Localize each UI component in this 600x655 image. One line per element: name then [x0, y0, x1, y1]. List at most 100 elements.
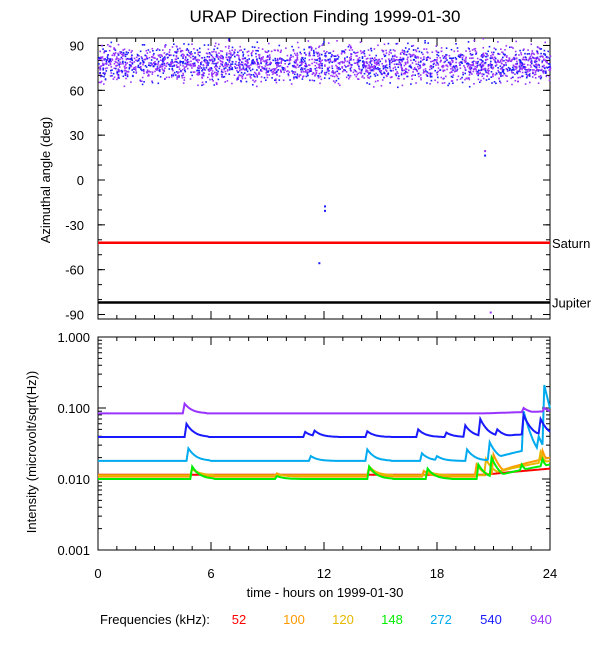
azimuth-point	[527, 64, 529, 66]
azimuth-point	[134, 66, 137, 68]
azimuth-point	[429, 65, 432, 67]
azimuth-point	[233, 51, 236, 54]
azimuth-point	[296, 41, 299, 44]
azimuth-point	[410, 67, 413, 69]
azimuth-point	[391, 58, 393, 60]
azimuth-point	[487, 69, 489, 71]
azimuth-point	[415, 49, 417, 51]
azimuth-point	[265, 51, 267, 53]
azimuth-point	[379, 60, 381, 63]
azimuth-x-ticks	[97, 38, 551, 319]
azimuth-point	[444, 60, 447, 63]
azimuth-point	[526, 71, 529, 73]
azimuth-point	[440, 50, 443, 53]
azimuth-point	[133, 66, 136, 69]
azimuth-point	[196, 66, 199, 69]
azimuth-point	[230, 52, 232, 54]
azimuth-point	[240, 74, 242, 77]
azimuth-point	[278, 79, 281, 81]
azimuth-point	[152, 65, 155, 68]
azimuth-point	[364, 55, 366, 57]
azimuth-point	[125, 58, 128, 60]
azimuth-point	[436, 59, 438, 61]
azimuth-point	[166, 62, 169, 64]
azimuth-point	[373, 64, 376, 67]
azimuth-outlier-point	[484, 150, 487, 153]
azimuth-point	[310, 69, 312, 71]
azimuth-point	[181, 53, 183, 56]
azimuth-point	[215, 71, 218, 74]
azimuth-point	[115, 61, 117, 63]
azimuth-point	[469, 68, 472, 71]
azimuth-point	[451, 76, 454, 78]
azimuth-point	[457, 50, 459, 52]
azimuth-point	[403, 78, 405, 80]
azimuth-point	[400, 66, 403, 68]
azimuth-point	[399, 56, 402, 59]
azimuth-point	[181, 74, 183, 77]
azimuth-point	[475, 61, 477, 63]
azimuth-point	[473, 39, 475, 42]
azimuth-point	[125, 77, 127, 80]
azimuth-point	[312, 49, 315, 52]
azimuth-point	[269, 57, 271, 59]
azimuth-point	[254, 79, 257, 82]
azimuth-point	[216, 62, 218, 65]
azimuth-point	[519, 68, 521, 70]
azimuth-point	[265, 67, 268, 70]
azimuth-point	[346, 60, 349, 63]
azimuth-point	[332, 50, 335, 52]
azimuth-point	[297, 66, 300, 68]
azimuth-point	[260, 58, 262, 60]
azimuth-point	[524, 56, 527, 58]
azimuth-point	[529, 75, 531, 77]
azimuth-point	[143, 44, 146, 46]
azimuth-point	[439, 57, 441, 59]
azimuth-point	[535, 70, 537, 72]
azimuth-point	[104, 62, 107, 65]
azimuth-point	[121, 55, 124, 57]
azimuth-point	[468, 74, 471, 76]
azimuth-point	[443, 82, 446, 84]
azimuth-point	[462, 55, 465, 57]
azimuth-point	[162, 58, 164, 60]
azimuth-point	[399, 63, 401, 66]
azimuth-point	[100, 57, 102, 60]
azimuth-point	[318, 45, 321, 47]
azimuth-point	[266, 51, 269, 54]
azimuth-point	[393, 60, 396, 62]
azimuth-point	[244, 57, 247, 59]
azimuth-point	[313, 51, 315, 53]
azimuth-point	[256, 74, 258, 77]
azimuth-point	[183, 54, 185, 57]
azimuth-point	[293, 61, 296, 64]
azimuth-point	[437, 81, 439, 84]
azimuth-point	[429, 57, 431, 60]
azimuth-point	[130, 51, 132, 54]
azimuth-point	[107, 54, 109, 56]
azimuth-point	[471, 73, 473, 75]
azimuth-point	[365, 61, 368, 63]
azimuth-point	[184, 66, 186, 68]
azimuth-point	[192, 65, 195, 68]
azimuth-point	[311, 58, 313, 61]
azimuth-point	[144, 54, 146, 57]
azimuth-point	[320, 60, 322, 63]
azimuth-point	[362, 51, 365, 54]
azimuth-point	[408, 65, 411, 68]
azimuth-point	[216, 83, 218, 86]
azimuth-point	[173, 43, 175, 45]
azimuth-point	[124, 66, 126, 68]
azimuth-point	[234, 49, 236, 51]
azimuth-point	[477, 60, 479, 63]
azimuth-point	[287, 59, 289, 61]
azimuth-point	[348, 59, 351, 61]
azimuth-point	[361, 57, 364, 59]
azimuth-point	[397, 63, 400, 66]
azimuth-point	[504, 49, 506, 51]
azimuth-point	[167, 63, 170, 66]
azimuth-point	[349, 74, 352, 77]
azimuth-point	[494, 57, 497, 60]
azimuth-point	[213, 48, 215, 51]
azimuth-point	[429, 66, 432, 68]
